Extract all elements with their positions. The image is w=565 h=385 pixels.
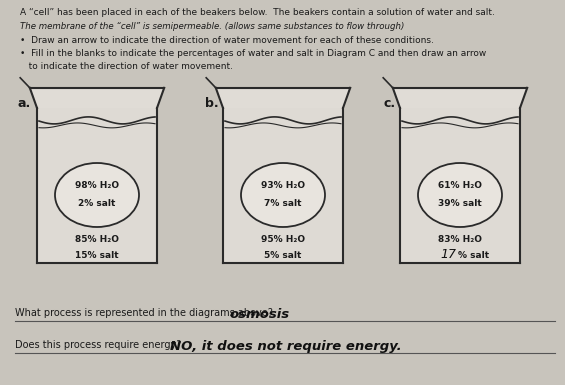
Polygon shape (393, 88, 527, 108)
Text: % salt: % salt (458, 251, 489, 259)
Text: Does this process require energy?: Does this process require energy? (15, 340, 188, 350)
Text: 2% salt: 2% salt (79, 199, 116, 209)
Polygon shape (400, 108, 520, 263)
Text: 83% H₂O: 83% H₂O (438, 236, 482, 244)
Ellipse shape (241, 163, 325, 227)
Text: c.: c. (384, 97, 396, 110)
Text: 17: 17 (440, 248, 456, 261)
Text: 15% salt: 15% salt (75, 251, 119, 259)
Text: osmosis: osmosis (230, 308, 290, 321)
Text: 85% H₂O: 85% H₂O (75, 236, 119, 244)
Text: The membrane of the “cell” is semipermeable. (allows same substances to flow thr: The membrane of the “cell” is semipermea… (20, 22, 405, 31)
Text: a.: a. (17, 97, 31, 110)
Text: 93% H₂O: 93% H₂O (261, 181, 305, 191)
Text: 7% salt: 7% salt (264, 199, 302, 209)
Polygon shape (37, 108, 157, 263)
Polygon shape (216, 88, 350, 108)
Text: to indicate the direction of water movement.: to indicate the direction of water movem… (20, 62, 233, 71)
Polygon shape (30, 88, 164, 108)
Text: 39% salt: 39% salt (438, 199, 482, 209)
Text: b.: b. (205, 97, 219, 110)
Text: 5% salt: 5% salt (264, 251, 302, 259)
Text: •  Fill in the blanks to indicate the percentages of water and salt in Diagram C: • Fill in the blanks to indicate the per… (20, 49, 486, 58)
Ellipse shape (418, 163, 502, 227)
Text: 61% H₂O: 61% H₂O (438, 181, 482, 191)
Text: 95% H₂O: 95% H₂O (261, 236, 305, 244)
Text: A “cell” has been placed in each of the beakers below.  The beakers contain a so: A “cell” has been placed in each of the … (20, 8, 495, 17)
Ellipse shape (55, 163, 139, 227)
Text: •  Draw an arrow to indicate the direction of water movement for each of these c: • Draw an arrow to indicate the directio… (20, 36, 434, 45)
Text: NO, it does not require energy.: NO, it does not require energy. (170, 340, 402, 353)
Text: What process is represented in the diagrams above?: What process is represented in the diagr… (15, 308, 279, 318)
Polygon shape (223, 108, 343, 263)
Text: 98% H₂O: 98% H₂O (75, 181, 119, 191)
